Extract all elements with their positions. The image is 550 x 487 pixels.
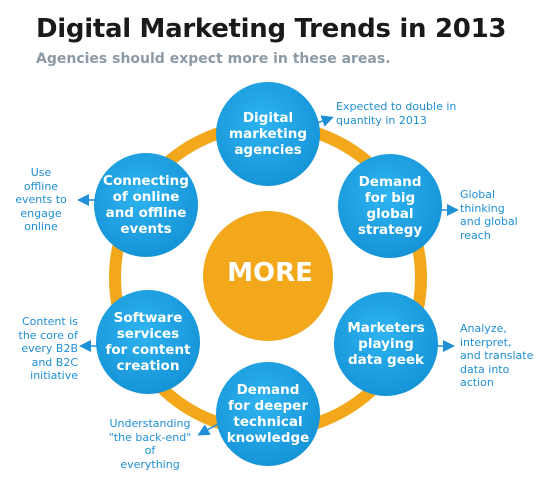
node-label-online-offline-events: Connecting of online and offline events xyxy=(103,173,189,237)
node-technical-knowledge xyxy=(216,362,320,466)
node-global-strategy xyxy=(338,154,442,258)
center-label: MORE xyxy=(227,258,313,288)
note-digital-marketing-agencies: Expected to double in quantity in 2013 xyxy=(336,100,457,127)
page-title: Digital Marketing Trends in 2013 xyxy=(36,14,507,44)
note-technical-knowledge: Understanding "the back-end" of everythi… xyxy=(108,417,192,471)
node-label-data-geek: Marketers playing data geek xyxy=(347,320,425,368)
note-content-creation: Content is the core of every B2B and B2C… xyxy=(18,315,78,382)
arrow-note-1 xyxy=(316,115,334,127)
center-circle xyxy=(203,211,333,341)
node-label-technical-knowledge: Demand for deeper technical knowledge xyxy=(226,382,310,446)
node-label-global-strategy: Demand for big global strategy xyxy=(357,174,423,238)
node-online-offline-events xyxy=(94,153,198,257)
page-subtitle: Agencies should expect more in these are… xyxy=(36,51,391,67)
node-content-creation xyxy=(96,290,200,394)
node-digital-marketing-agencies xyxy=(216,82,320,186)
note-global-strategy: Global thinking and global reach xyxy=(460,188,518,242)
node-label-content-creation: Software services for content creation xyxy=(105,310,191,374)
note-online-offline-events: Use offline events to engage online xyxy=(15,166,67,233)
node-data-geek xyxy=(334,292,438,396)
node-label-digital-marketing-agencies: Digital marketing agencies xyxy=(229,110,307,158)
note-data-geek: Analyze, interpret, and translate data i… xyxy=(460,322,534,389)
arrow-note-4 xyxy=(197,423,219,436)
